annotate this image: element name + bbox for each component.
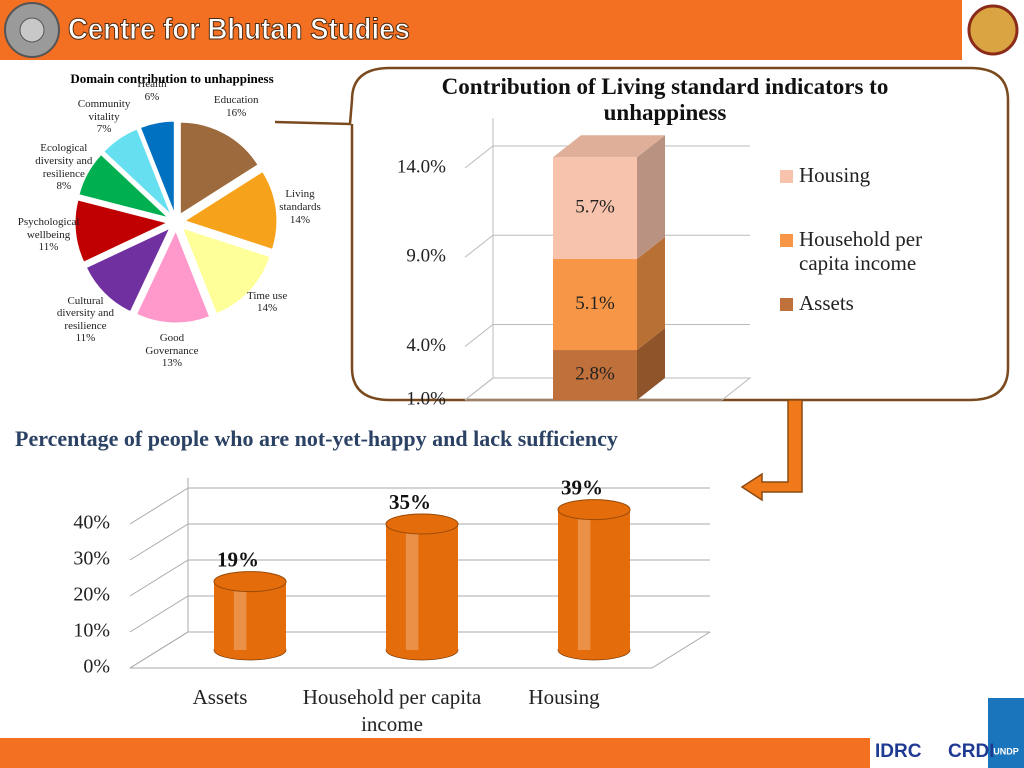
pie-category: Good Governance [145, 331, 199, 357]
bar-segment-side [637, 328, 665, 400]
bar [214, 581, 286, 650]
pie-category: Living standards [279, 188, 321, 213]
pie-slice [135, 229, 211, 324]
pie-label: Education 16% [200, 94, 272, 119]
footer-logo: IDRC [875, 741, 922, 762]
grid-line [129, 559, 710, 597]
grid-line [129, 487, 710, 525]
bar-top [553, 135, 665, 158]
bar-value-label: 39% [561, 475, 603, 499]
legend-label: Household per capita income [799, 227, 923, 276]
footer-logo: CRDI [948, 741, 994, 762]
y-tick-label: 20% [73, 584, 110, 606]
pie-value-label: 13% [161, 357, 183, 370]
logo-wheel-hub [19, 17, 45, 43]
bar-segment [553, 157, 637, 260]
bar-segment-side [637, 135, 665, 260]
pie-label: Living standards 14% [264, 188, 336, 226]
x-tick-label: Household per capita income [302, 685, 482, 737]
grid-line [129, 595, 710, 633]
bar-value-label: 19% [217, 547, 259, 571]
chart-title: Contribution of Living standard indicato… [441, 74, 889, 126]
pie-category: Time use [246, 289, 288, 302]
bar-top [385, 513, 459, 535]
y-tick-label: 40% [73, 512, 110, 534]
pie-label: Time use 14% [231, 290, 303, 315]
footer-logo: UNDP [993, 746, 1019, 756]
footer-bar [0, 738, 870, 768]
bar-value-label: 5.1% [575, 293, 615, 314]
y-tick-label: 4.0% [406, 335, 446, 356]
x-tick-label: Assets [192, 685, 248, 709]
bar-segment [553, 350, 637, 400]
header-title: Centre for Bhutan Studies [68, 13, 410, 46]
bar-top [213, 571, 287, 593]
bar [386, 524, 458, 650]
header-bar [0, 0, 1024, 60]
pie-category: Ecological diversity and resilience [35, 142, 93, 180]
pie-value-label: 14% [289, 213, 311, 226]
chart-title: Domain contribution to unhappiness [70, 71, 273, 86]
bar-segment [553, 259, 637, 351]
y-tick-label: 14.0% [397, 156, 446, 177]
pie-category: Education [213, 94, 259, 107]
bar-shine [233, 581, 247, 650]
pie-value-label: 8% [56, 180, 72, 193]
pie-category: Health [137, 78, 167, 91]
legend-swatch [780, 170, 793, 183]
callout-arrow [740, 399, 803, 502]
floor [130, 631, 711, 669]
pie-value-label: 11% [75, 332, 96, 345]
bar-value-label: 5.7% [575, 197, 615, 218]
grid-line [129, 523, 710, 561]
pie-slice [74, 199, 169, 263]
y-tick-label: 1.0% [406, 388, 446, 409]
pie-value-label: 6% [144, 90, 160, 103]
y-tick-label: 9.0% [406, 246, 446, 267]
pie-slice [78, 153, 169, 219]
bar-segment-side [637, 237, 665, 351]
legend-swatch [780, 298, 793, 311]
pie-value-label: 16% [226, 107, 247, 120]
pie-label: Good Governance 13% [136, 332, 208, 370]
pie-label: Community vitality 7% [68, 98, 140, 136]
y-tick-label: 30% [73, 548, 110, 570]
pie-slice [181, 227, 271, 315]
pie-slice [179, 121, 259, 216]
chart-title: Percentage of people who are not-yet-hap… [15, 426, 618, 451]
x-tick-label: Housing [528, 685, 600, 709]
pie-label: Cultural diversity and resilience 11% [49, 295, 121, 346]
y-tick-label: 0% [83, 656, 110, 678]
bar-shine [405, 524, 419, 650]
bar-value-label: 35% [389, 490, 431, 514]
pie-value-label: 14% [257, 302, 278, 315]
pie-slice [103, 128, 172, 215]
pie-label: Ecological diversity and resilience 8% [28, 142, 100, 193]
pie-category: Psychological wellbeing [17, 216, 80, 241]
pie-slice [85, 227, 171, 313]
pie-slice [139, 120, 175, 214]
pie-category: Cultural diversity and resilience [56, 294, 115, 332]
grid-line [129, 631, 710, 669]
bar-value-label: 2.8% [575, 363, 615, 384]
y-tick-label: 10% [73, 620, 110, 642]
pie-slice [183, 170, 278, 250]
pie-label: Psychological wellbeing 11% [13, 216, 85, 254]
bar [558, 509, 630, 650]
bar-top [557, 499, 631, 521]
pie-value-label: 7% [96, 123, 112, 136]
legend-label: Assets [799, 291, 854, 315]
legend-swatch [780, 234, 793, 247]
undp-box [988, 698, 1024, 768]
pie-value-label: 11% [38, 241, 59, 254]
bar-shine [577, 509, 591, 650]
legend-label: Housing [799, 163, 871, 187]
emblem [967, 4, 1019, 56]
pie-label: Health 6% [116, 78, 188, 103]
pie-category: Community vitality [77, 98, 131, 123]
